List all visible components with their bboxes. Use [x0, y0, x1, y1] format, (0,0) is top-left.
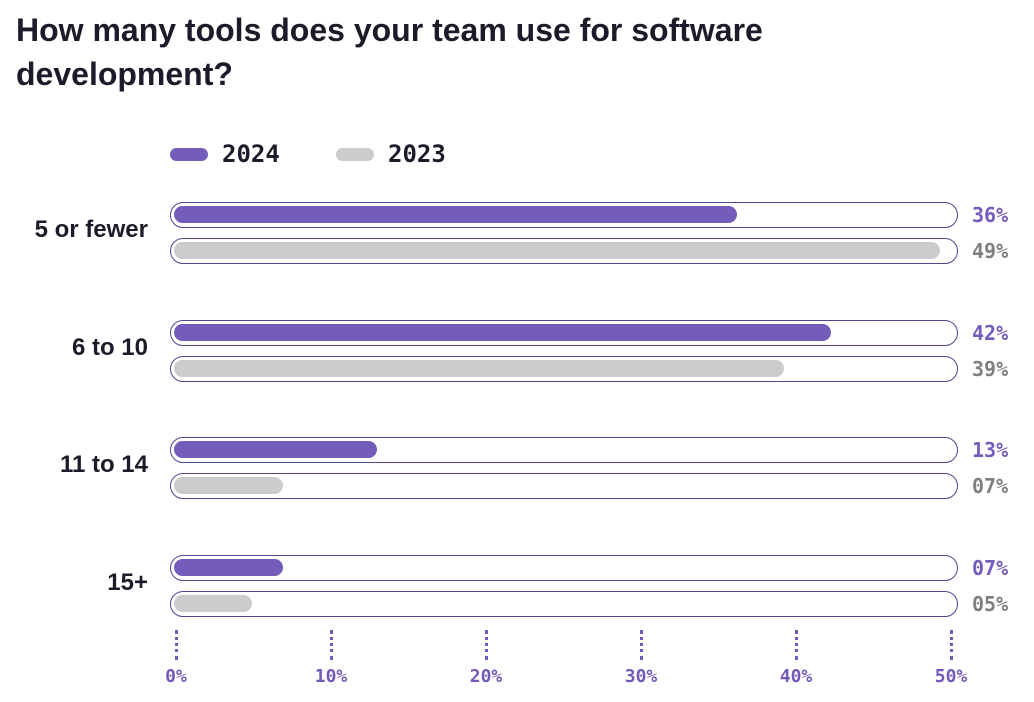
bar-2023 [174, 594, 253, 612]
bar-2023 [174, 359, 784, 377]
bar-2024 [174, 441, 378, 458]
bar-track [170, 590, 958, 617]
chart-title: How many tools does your team use for so… [16, 12, 763, 92]
data-label: 07% [972, 474, 1009, 498]
category-label: 6 to 10 [71, 333, 148, 361]
legend-label: 2024 [222, 140, 280, 168]
data-label: 07% [972, 555, 1009, 580]
tick-mark [485, 630, 488, 660]
tick-mark [950, 630, 953, 660]
bar-track [170, 554, 958, 581]
legend-label: 2023 [388, 140, 446, 168]
data-label: 39% [972, 356, 1009, 381]
tick-label: 0% [165, 666, 187, 687]
category-label: 15+ [107, 568, 148, 596]
category-label: 5 or fewer [34, 216, 148, 243]
bar-2024 [174, 558, 284, 576]
legend-item-2023: 2023 [336, 140, 446, 168]
bar-track [170, 437, 958, 463]
bar-2023 [174, 477, 284, 494]
tick-label: 10% [314, 666, 348, 687]
legend-item-2024: 2024 [170, 140, 280, 168]
tick-label: 30% [624, 666, 658, 687]
data-label: 49% [972, 239, 1009, 263]
bar-track [170, 202, 958, 228]
data-label: 13% [972, 438, 1009, 462]
tick-label: 50% [934, 666, 968, 687]
tick-label: 20% [469, 666, 503, 687]
legend-swatch [336, 147, 374, 161]
data-label: 42% [972, 320, 1009, 345]
legend-swatch [170, 147, 208, 161]
tick-mark [175, 630, 178, 660]
bar-track [170, 473, 958, 499]
bar-2024 [174, 206, 738, 223]
tick-label: 40% [779, 666, 813, 687]
data-label: 05% [972, 591, 1009, 616]
tick-mark [640, 630, 643, 660]
tick-mark [795, 630, 798, 660]
tick-mark [330, 630, 333, 660]
bar-track [170, 355, 958, 382]
bar-track [170, 238, 958, 264]
bar-2023 [174, 242, 941, 259]
category-label: 11 to 14 [59, 451, 148, 478]
bar-track [170, 319, 958, 346]
bar-2024 [174, 323, 831, 341]
data-label: 36% [972, 203, 1009, 227]
